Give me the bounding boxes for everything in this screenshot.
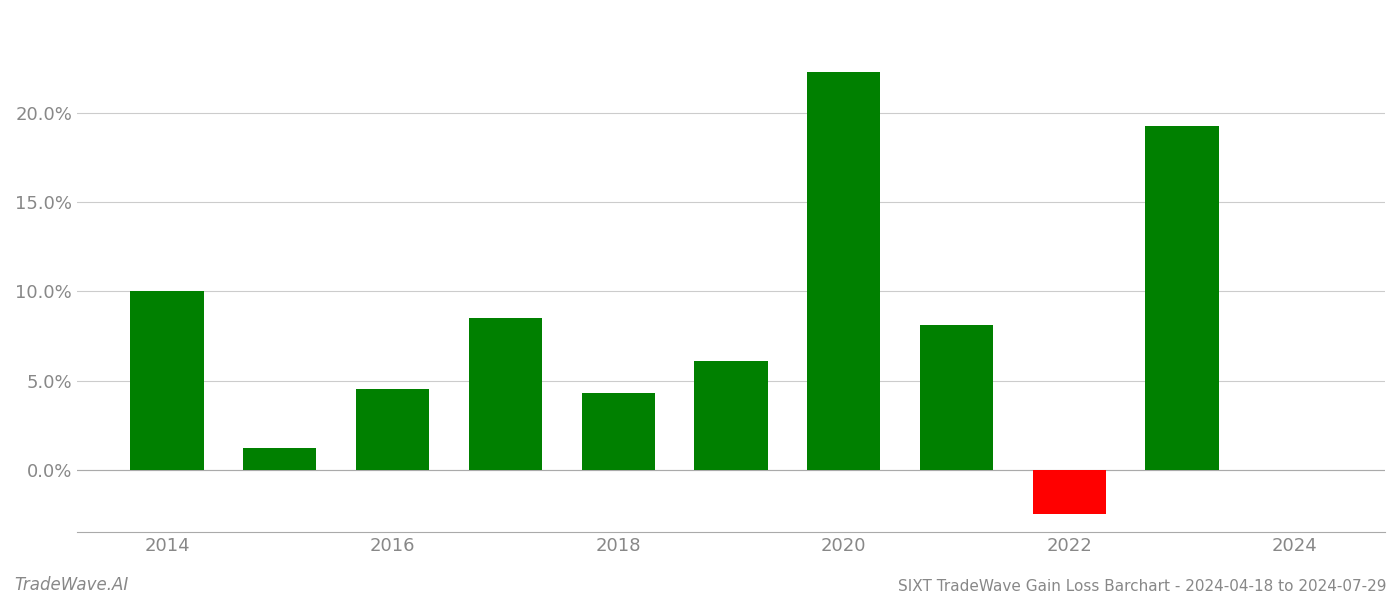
Bar: [806, 72, 881, 470]
Bar: [244, 448, 316, 470]
Bar: [469, 318, 542, 470]
Bar: [581, 393, 655, 470]
Bar: [920, 325, 993, 470]
Bar: [1033, 470, 1106, 514]
Text: SIXT TradeWave Gain Loss Barchart - 2024-04-18 to 2024-07-29: SIXT TradeWave Gain Loss Barchart - 2024…: [897, 579, 1386, 594]
Bar: [130, 292, 204, 470]
Bar: [1145, 125, 1218, 470]
Text: TradeWave.AI: TradeWave.AI: [14, 576, 129, 594]
Bar: [356, 389, 430, 470]
Bar: [694, 361, 767, 470]
